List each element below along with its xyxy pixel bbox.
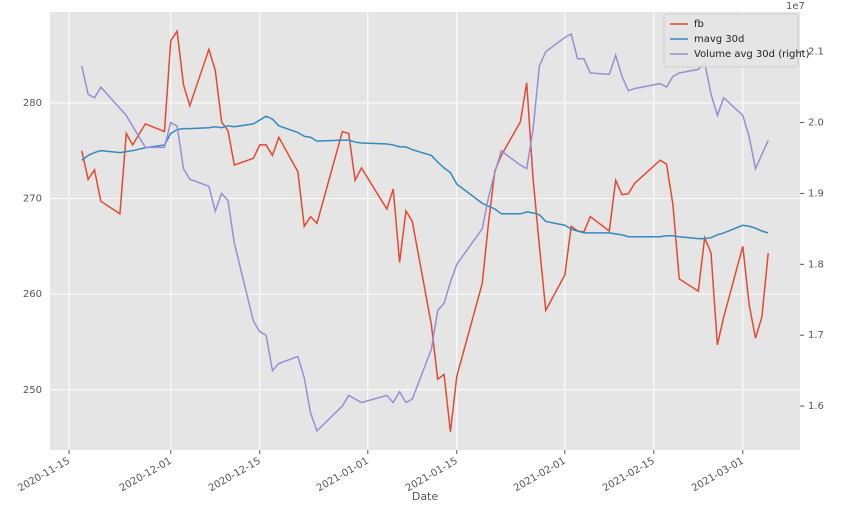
y2-tick-label: 2.1 bbox=[808, 47, 824, 58]
y-tick-label: 280 bbox=[23, 98, 42, 109]
legend-label: mavg 30d bbox=[694, 34, 744, 45]
marks bbox=[81, 29, 769, 433]
x-axis-label: Date bbox=[412, 490, 439, 502]
x-tick-label: 2021-03-01 bbox=[690, 456, 746, 495]
x-tick-label: 2021-01-01 bbox=[315, 456, 371, 495]
y2-tick-label: 2.0 bbox=[808, 118, 824, 129]
series-line bbox=[81, 32, 769, 433]
series-line bbox=[81, 115, 769, 240]
y2-tick-label: 1.9 bbox=[808, 188, 824, 199]
x-tick-label: 2021-01-15 bbox=[404, 456, 460, 495]
y-tick-label: 260 bbox=[23, 289, 42, 300]
legend-box bbox=[663, 13, 799, 68]
y2-tick-label: 1.7 bbox=[808, 330, 824, 341]
legend-label: Volume avg 30d (right) bbox=[694, 49, 810, 60]
x-tick-label: 2021-02-01 bbox=[512, 456, 568, 495]
plot-area bbox=[50, 12, 800, 450]
x-tick-label: 2021-02-15 bbox=[601, 456, 657, 495]
legend-label: fb bbox=[694, 19, 704, 30]
y-tick-label: 270 bbox=[23, 193, 42, 204]
series-line bbox=[81, 29, 769, 432]
x-tick-label: 2020-12-15 bbox=[207, 456, 263, 495]
x-tick-label: 2020-12-01 bbox=[118, 456, 174, 495]
y2-tick-label: 1.8 bbox=[808, 259, 824, 270]
y2-offset-label: 1e7 bbox=[786, 1, 805, 12]
y2-tick-label: 1.6 bbox=[808, 401, 824, 412]
x-tick-label: 2020-11-15 bbox=[16, 456, 72, 495]
y-tick-label: 250 bbox=[23, 385, 42, 396]
